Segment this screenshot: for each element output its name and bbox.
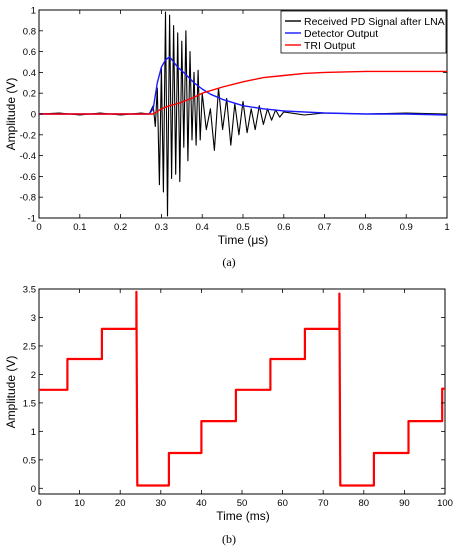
chart-b-frame bbox=[38, 288, 446, 495]
chart-a-x-tick-label: 0.1 bbox=[73, 222, 86, 233]
legend-label-tri: TRI Output bbox=[304, 40, 355, 52]
chart-a-y-tick-label: 0.4 bbox=[23, 68, 36, 79]
chart-a-x-tick-label: 0.9 bbox=[400, 222, 413, 233]
chart-b-xlabel: Time (ms) bbox=[216, 509, 270, 523]
chart-a-x-tick-label: 1 bbox=[444, 222, 449, 233]
chart-a-x-tick-label: 0.4 bbox=[196, 222, 209, 233]
chart-a-y-tick-label: -0.4 bbox=[20, 151, 36, 162]
chart-b-y-tick-label: 1 bbox=[31, 427, 36, 438]
chart-b-x-ticks: 0 10 20 30 40 50 60 70 80 90 100 bbox=[36, 289, 453, 509]
chart-b-ylabel: Amplitude (V) bbox=[4, 356, 18, 429]
chart-b-x-tick-label: 10 bbox=[74, 498, 85, 509]
chart-a-y-tick-label: 1 bbox=[31, 6, 36, 17]
chart-a-y-tick-label: 0.6 bbox=[23, 47, 36, 58]
chart-a-x-tick-label: 0.5 bbox=[236, 222, 249, 233]
chart-a-x-tick-label: 0.2 bbox=[114, 222, 127, 233]
chart-b-x-tick-label: 30 bbox=[156, 498, 167, 509]
chart-a-ylabel: Amplitude (V) bbox=[4, 78, 18, 151]
legend-label-received-signal: Received PD Signal after LNA bbox=[304, 16, 445, 28]
chart-a-series bbox=[38, 11, 448, 217]
chart-a: 0 0.1 0.2 0.3 0.4 0.5 0.6 0.7 0.8 0.9 1 -1 -0.8 -0.6… bbox=[4, 6, 450, 270]
chart-b: 0 10 20 30 40 50 60 70 80 90 100 00.511.522.533.5 … bbox=[4, 285, 453, 547]
chart-b-x-tick-label: 40 bbox=[196, 498, 207, 509]
chart-a-y-tick-label: 0.2 bbox=[23, 89, 36, 100]
chart-a-legend: Received PD Signal after LNA Detector Ou… bbox=[280, 10, 447, 54]
chart-b-x-tick-label: 90 bbox=[399, 498, 410, 509]
chart-a-series-line-3 bbox=[39, 70, 447, 115]
chart-a-x-tick-label: 0.7 bbox=[318, 222, 331, 233]
chart-b-y-tick-label: 2 bbox=[31, 370, 36, 381]
chart-b-x-tick-label: 20 bbox=[115, 498, 126, 509]
legend-label-detector: Detector Output bbox=[304, 28, 378, 40]
chart-a-xlabel: Time (μs) bbox=[218, 233, 268, 247]
chart-a-x-tick-label: 0.6 bbox=[277, 222, 290, 233]
chart-b-y-ticks: 0 0.5 1 1.5 2 2.5 3 3.5 bbox=[23, 285, 445, 495]
chart-a-x-tick-label: 0 bbox=[36, 222, 41, 233]
chart-a-y-tick-label: -0.2 bbox=[20, 130, 36, 141]
chart-b-y-tick-label: 0 bbox=[31, 484, 36, 495]
chart-a-series-line-2 bbox=[39, 56, 448, 116]
chart-b-y-tick-label: 0.5 bbox=[23, 455, 36, 466]
panel-b-caption: (b) bbox=[222, 532, 236, 546]
chart-a-x-tick-label: 0.8 bbox=[359, 222, 372, 233]
chart-b-x-tick-label: 0 bbox=[36, 498, 41, 509]
chart-b-series bbox=[39, 290, 445, 487]
chart-a-y-tick-label: 0.8 bbox=[23, 26, 36, 37]
chart-a-y-tick-label: 0 bbox=[31, 110, 36, 121]
chart-b-y-tick-label: 3.5 bbox=[23, 285, 36, 296]
chart-a-x-ticks: 0 0.1 0.2 0.3 0.4 0.5 0.6 0.7 0.8 0.9 1 bbox=[36, 10, 450, 233]
chart-a-x-tick-label: 0.3 bbox=[155, 222, 168, 233]
chart-b-series-line-1 bbox=[39, 290, 445, 487]
chart-b-x-tick-label: 60 bbox=[277, 498, 288, 509]
legend-box bbox=[280, 10, 447, 54]
chart-b-y-tick-label: 2.5 bbox=[23, 341, 36, 352]
chart-a-y-tick-label: -0.6 bbox=[20, 172, 36, 183]
chart-a-series-line-1 bbox=[38, 11, 448, 217]
chart-b-y-tick-label: 1.5 bbox=[23, 398, 36, 409]
chart-a-y-ticks: -1 -0.8 -0.6 -0.4 -0.2 0 0.2 0.4 0.6 0.8 1 bbox=[20, 6, 447, 225]
chart-b-x-tick-label: 80 bbox=[359, 498, 370, 509]
chart-b-y-tick-label: 3 bbox=[31, 313, 36, 324]
panel-a-caption: (a) bbox=[222, 255, 235, 269]
chart-a-y-tick-label: -0.8 bbox=[20, 193, 36, 204]
chart-b-x-tick-label: 70 bbox=[318, 498, 329, 509]
chart-b-x-tick-label: 100 bbox=[437, 498, 453, 509]
chart-a-y-tick-label: -1 bbox=[28, 214, 36, 225]
chart-b-x-tick-label: 50 bbox=[237, 498, 248, 509]
